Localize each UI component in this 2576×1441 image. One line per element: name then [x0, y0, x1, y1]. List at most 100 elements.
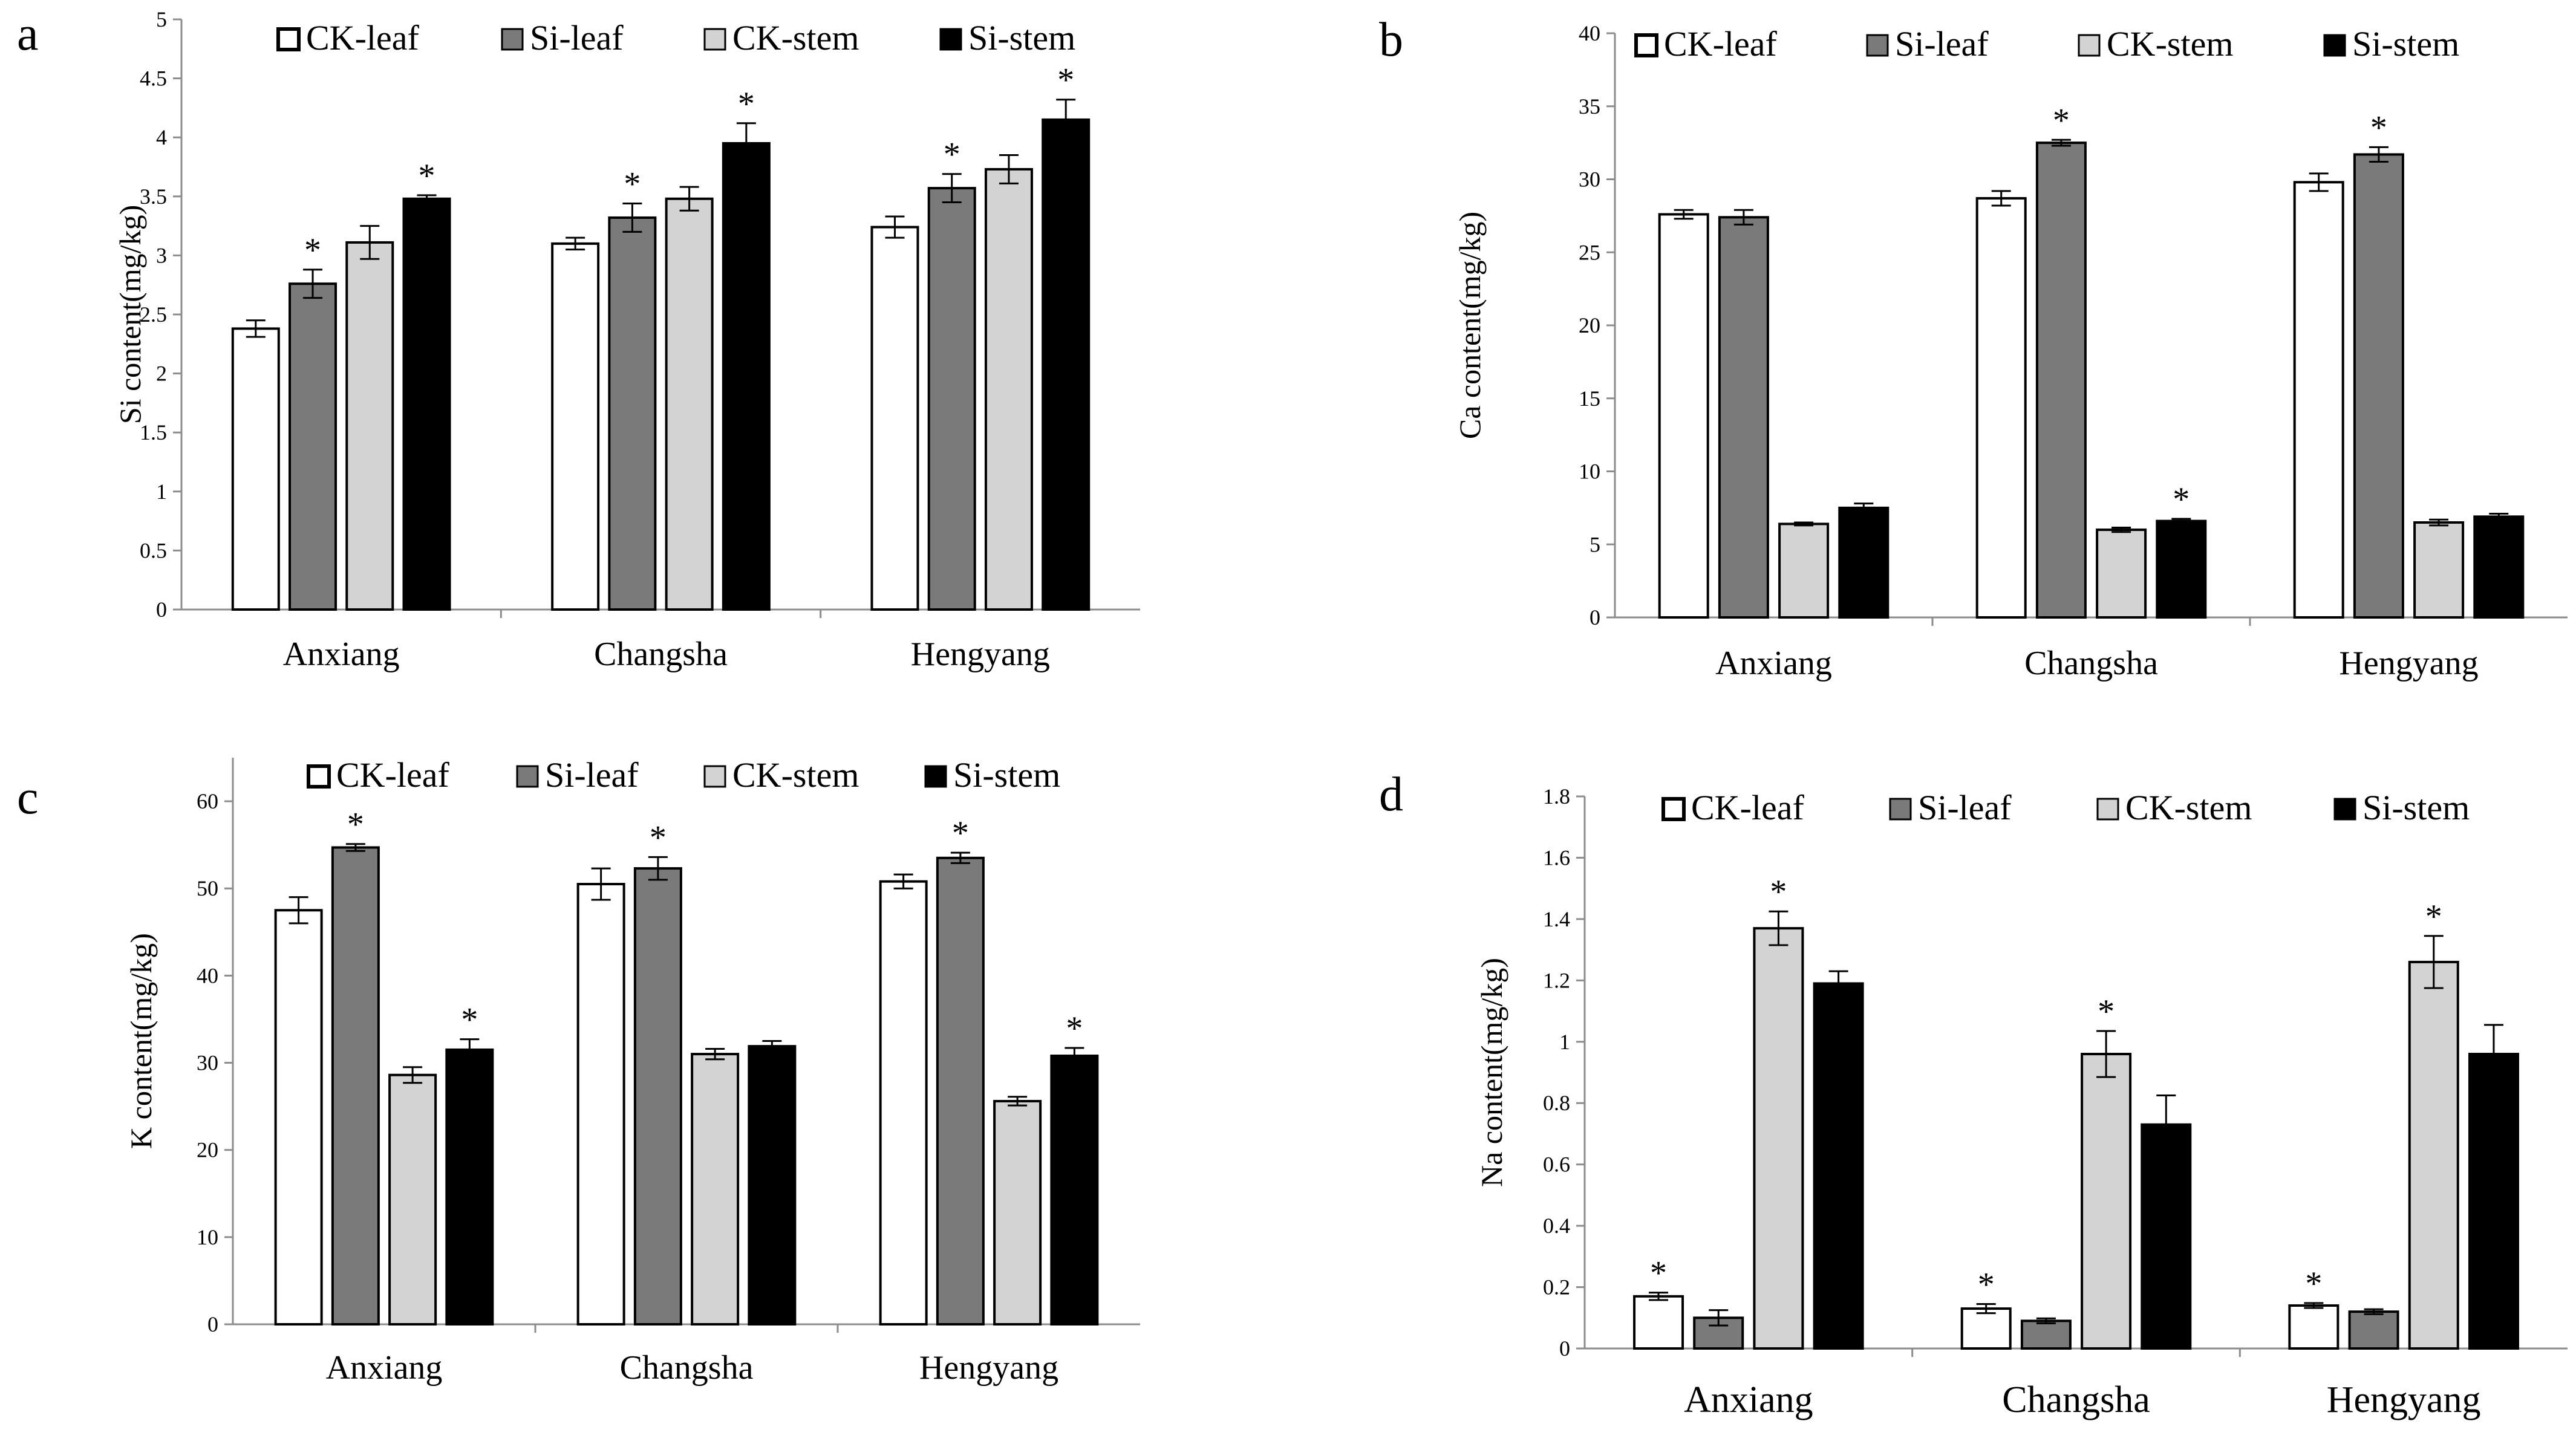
legend-swatch-si-leaf — [516, 765, 539, 788]
legend-swatch-ck-stem — [703, 28, 726, 51]
legend-label: Si-stem — [968, 18, 1075, 57]
legend-label: CK-leaf — [306, 18, 419, 57]
error-bar — [679, 186, 699, 212]
error-bar — [2171, 518, 2191, 524]
error-bar — [622, 203, 642, 233]
y-tick-label: 4 — [156, 125, 167, 149]
error-bar — [2051, 138, 2071, 147]
legend: CK-leaf Si-leaf CK-stem Si-stem — [276, 18, 1075, 57]
significance-star: * — [1066, 1010, 1083, 1047]
y-tick-label: 2 — [156, 362, 167, 386]
error-bar — [1065, 1047, 1084, 1065]
y-tick-label: 3 — [156, 243, 167, 267]
error-bar — [246, 319, 266, 338]
error-bar — [417, 194, 437, 204]
bar-ck-stem — [2081, 1053, 2132, 1350]
bar-si-stem — [722, 141, 771, 611]
significance-star: * — [624, 166, 641, 203]
y-axis-title: Ca content(mg/kg) — [1453, 212, 1487, 439]
error-bar — [360, 225, 380, 260]
legend-label: Si-stem — [2352, 24, 2459, 63]
legend-swatch-si-stem — [2333, 798, 2356, 821]
significance-star: * — [419, 157, 435, 195]
bar-si-stem — [2156, 519, 2207, 619]
legend-label: Si-stem — [953, 755, 1060, 795]
legend-label: CK-leaf — [336, 755, 449, 795]
significance-star: * — [304, 232, 321, 269]
bar-si-stem — [402, 197, 451, 611]
error-bar — [2364, 1308, 2384, 1315]
y-tick-label: 4.5 — [140, 67, 167, 91]
y-tick-label: 0 — [156, 597, 167, 622]
y-tick-label: 5 — [156, 7, 167, 31]
panel-letter: a — [17, 7, 39, 60]
bar-ck-leaf — [1633, 1295, 1684, 1350]
y-tick-label: 1 — [1559, 1030, 1570, 1054]
x-category-label: Changsha — [594, 636, 728, 673]
error-bar — [1794, 521, 1814, 527]
error-bar — [2369, 146, 2389, 163]
panel-letter: c — [17, 771, 39, 824]
bar-si-stem — [1838, 506, 1890, 619]
significance-star: * — [944, 136, 960, 174]
bar-si-stem — [2473, 515, 2525, 619]
error-bar — [893, 873, 913, 890]
error-bar — [1649, 1292, 1669, 1301]
significance-star: * — [738, 85, 755, 123]
error-bar — [2036, 1317, 2056, 1324]
x-category-label: Changsha — [2002, 1379, 2150, 1420]
y-tick-label: 35 — [1579, 94, 1600, 119]
significance-star: * — [347, 806, 364, 844]
bar-ck-stem — [388, 1073, 437, 1326]
bar-ck-leaf — [274, 909, 323, 1326]
significance-star: * — [1057, 62, 1074, 99]
significance-star: * — [2305, 1265, 2322, 1303]
error-bar — [460, 1038, 480, 1061]
error-bar — [705, 1047, 725, 1061]
error-bar — [762, 1040, 782, 1053]
legend-label: CK-stem — [732, 755, 859, 795]
y-tick-label: 1.8 — [1543, 784, 1570, 808]
legend-label: Si-leaf — [1895, 24, 1989, 63]
error-bar — [1828, 970, 1848, 997]
bar-si-leaf — [2348, 1310, 2399, 1350]
bar-ck-stem — [2408, 960, 2459, 1350]
legend: CK-leaf Si-leaf CK-stem Si-stem — [1634, 24, 2459, 63]
x-category-label: Anxiang — [1684, 1379, 1813, 1420]
legend-label: CK-stem — [732, 18, 859, 57]
error-bar — [1674, 209, 1694, 220]
bar-si-stem — [1813, 982, 1864, 1350]
legend-swatch-ck-leaf — [1634, 33, 1658, 57]
legend: CK-leaf Si-leaf CK-stem Si-stem — [1661, 788, 2470, 827]
bar-ck-stem — [345, 241, 394, 611]
legend-swatch-si-stem — [924, 765, 947, 788]
bar-ck-stem — [691, 1053, 740, 1326]
legend-swatch-si-leaf — [501, 28, 524, 51]
bar-si-stem — [445, 1048, 494, 1326]
bar-ck-stem — [1778, 522, 1830, 619]
bar-ck-leaf — [1960, 1307, 2012, 1350]
panel-letter: d — [1379, 768, 1403, 821]
y-axis-title: K content(mg/kg) — [124, 933, 158, 1149]
chart-panel-c: c 0 10 20 30 40 50 60 K content(mg/kg) Anxiang * * C… — [17, 755, 1140, 1387]
bar-si-stem — [1042, 118, 1091, 611]
bar-ck-leaf — [231, 327, 280, 611]
y-tick-label: 3.5 — [140, 184, 167, 209]
bar-ck-leaf — [2288, 1304, 2340, 1350]
y-tick-label: 0 — [1559, 1336, 1570, 1361]
error-bar — [2156, 1095, 2176, 1155]
bar-si-leaf — [2020, 1319, 2072, 1350]
bar-ck-stem — [984, 168, 1033, 611]
legend-swatch-ck-leaf — [1661, 797, 1686, 821]
significance-star: * — [461, 1001, 478, 1039]
error-bar — [1733, 209, 1753, 226]
y-tick-label: 0.6 — [1543, 1153, 1570, 1177]
y-tick-label: 1.6 — [1543, 845, 1570, 870]
error-bar — [2304, 1302, 2324, 1309]
error-bar — [403, 1066, 423, 1084]
legend-swatch-ck-stem — [2096, 798, 2119, 821]
panel-letter: b — [1379, 13, 1403, 67]
error-bar — [1991, 190, 2011, 207]
bar-ck-leaf — [1975, 197, 2027, 619]
significance-star: * — [1650, 1255, 1667, 1292]
